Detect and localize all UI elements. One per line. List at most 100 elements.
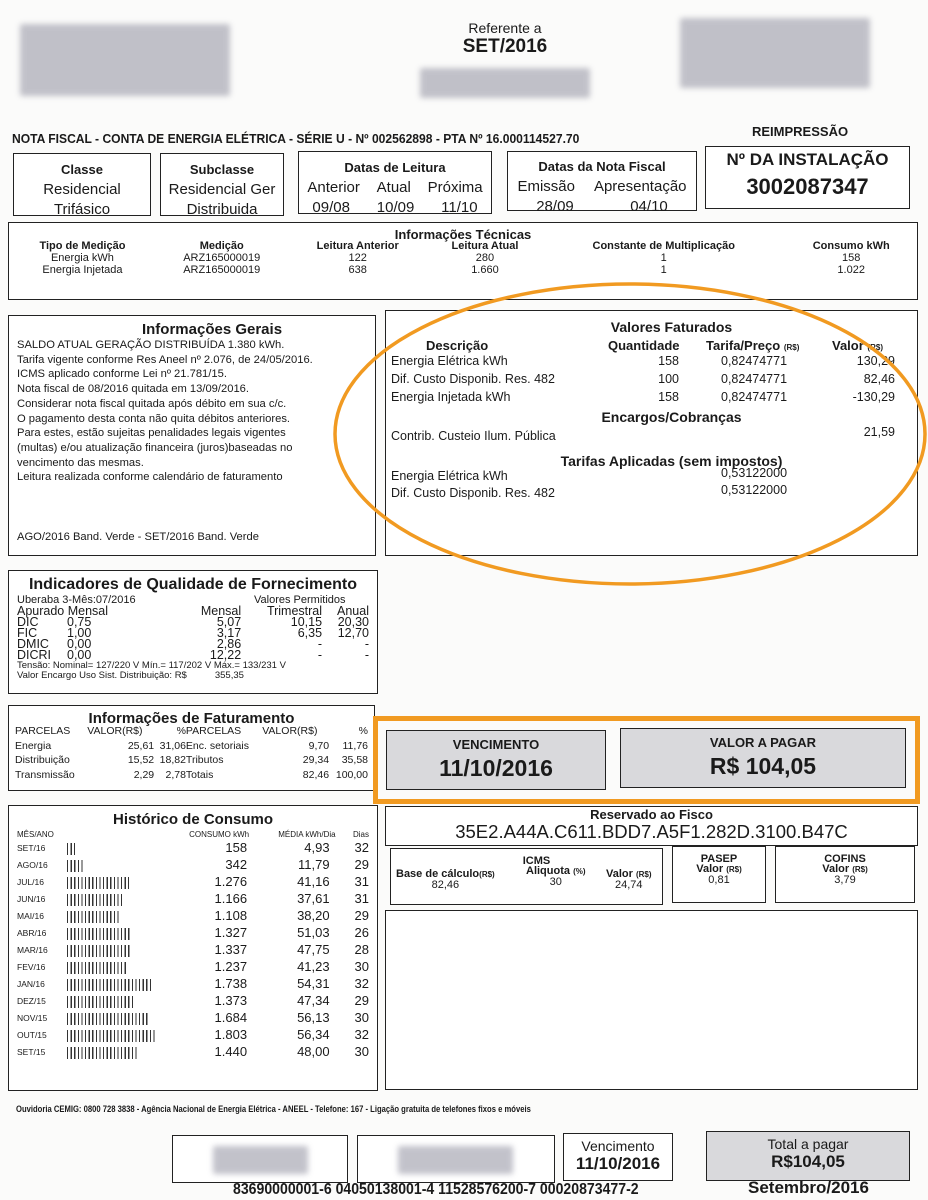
billing-header-row: PARCELAS VALOR(R$)% PARCELAS VALOR(R$)% [15, 724, 368, 739]
technical-cell: ARZ165000019 [183, 252, 261, 264]
history-month: AGO/16 [17, 859, 48, 870]
stub-due-label: Vencimento [581, 1138, 655, 1154]
consumption-bar [67, 1029, 155, 1042]
general-info-line: SALDO ATUAL GERAÇÃO DISTRIBUÍDA 1.380 kW… [17, 339, 285, 351]
reference-period: Referente a SET/2016 [400, 20, 610, 58]
consumption-bar [67, 961, 128, 974]
barcode-digits: 83690000001-6 04050138001-4 11528576200-… [233, 1181, 639, 1198]
billing-cell: 18,82 [159, 754, 186, 766]
amount-due-box: VALOR A PAGAR R$ 104,05 [620, 728, 906, 788]
history-media: 47,75 [297, 942, 330, 957]
billed-item-valor: -130,29 [852, 390, 895, 404]
history-dias: 32 [354, 840, 369, 855]
history-consumo: 1.373 [214, 993, 248, 1008]
billing-cell: 11,76 [342, 739, 369, 752]
technical-header: Constante de Multiplicação [592, 240, 735, 252]
history-bar-cell [67, 958, 167, 975]
billing-cell: Totais [185, 768, 214, 781]
general-info-line: vencimento das mesmas. [17, 456, 144, 469]
subclass-value: Residencial Ger [168, 181, 276, 198]
stub-redacted-1 [172, 1135, 348, 1183]
icms-valor-unit: (R$) [635, 870, 652, 879]
stub-total-box: Total a pagar R$104,05 [706, 1131, 910, 1181]
technical-cell: 1 [660, 252, 667, 264]
billed-item-valor: 130,29 [856, 354, 895, 368]
history-row: AGO/16 342 11,79 29 [17, 856, 369, 873]
quality-cell: 3,17 [216, 626, 242, 640]
billed-item-valor: 82,46 [863, 372, 895, 386]
debit-code-redacted [420, 68, 590, 98]
billing-cell: 29,34 [302, 754, 330, 766]
billing-header: % [176, 725, 186, 737]
history-dias: 32 [354, 1027, 369, 1042]
history-month: NOV/15 [17, 1012, 48, 1023]
technical-table: Tipo de Medição Medição Leitura Anterior Le… [9, 240, 917, 276]
header-tarifa: Tarifa/Preço (R$) [706, 338, 799, 353]
general-info-line: Considerar nota fiscal quitada após débi… [17, 397, 287, 410]
history-dias: 30 [354, 959, 369, 974]
technical-cell: ARZ165000019 [183, 264, 261, 276]
history-consumo: 1.327 [214, 925, 248, 940]
consumption-bar [67, 859, 84, 872]
billed-item-row: Dif. Custo Disponib. Res. 482 100 0,824747… [386, 372, 917, 390]
pasep-valor-unit: (R$) [726, 865, 742, 874]
general-info-title: Informações Gerais [141, 321, 283, 338]
consumption-bar [67, 978, 152, 991]
icms-base-unit: (R$) [479, 870, 495, 879]
technical-header: Leitura Atual [451, 240, 519, 252]
history-title: Histórico de Consumo [112, 811, 273, 828]
charge-value: 21,59 [863, 425, 895, 439]
quality-header-row: Apurado Mensal Mensal Trimestral Anual [17, 604, 369, 618]
consumption-bar [67, 995, 134, 1008]
history-header-month: MÊS/ANO [17, 830, 54, 839]
technical-header: Consumo kWh [812, 240, 890, 252]
billed-item-desc: Energia Elétrica kWh [391, 354, 508, 368]
quality-cell: DICRI [17, 648, 52, 662]
history-bar-cell [67, 1009, 167, 1026]
quality-col-header: Trimestral [266, 604, 323, 618]
quality-permitted-label: Valores Permitidos [254, 594, 346, 606]
history-consumo: 158 [225, 840, 248, 855]
history-dias: 31 [354, 874, 369, 889]
icms-aliq-label: Aliquota [526, 865, 570, 877]
technical-cell: Energia Injetada [42, 264, 123, 276]
billing-info-title: Informações de Faturamento [88, 710, 295, 727]
blank-message-box [385, 910, 918, 1090]
billing-cell: 25,61 [127, 739, 155, 752]
history-bar-cell [67, 975, 167, 992]
header-valor: Valor (R$) [832, 338, 883, 353]
billed-values-box: Valores Faturados Descrição Quantidade T… [385, 310, 918, 556]
history-media: 56,13 [297, 1010, 330, 1025]
general-info-line: Tarifa vigente conforme Res Aneel nº 2.0… [17, 353, 313, 366]
history-media: 38,20 [297, 908, 330, 923]
history-dias: 31 [354, 891, 369, 906]
billing-info-box: Informações de Faturamento PARCELAS VALOR… [8, 705, 375, 791]
technical-cell: Energia kWh [50, 252, 114, 264]
installation-number: 3002087347 [746, 174, 869, 199]
history-row: SET/16 158 4,93 32 [17, 839, 369, 856]
reading-dates-label: Datas de Leitura [344, 160, 446, 175]
header-valor-label: Valor [832, 338, 864, 353]
quality-cell: 6,35 [297, 626, 323, 640]
history-header-consumo: CONSUMO kWh [189, 830, 250, 839]
billing-cell: Transmissão [15, 768, 75, 781]
cofins-value: 3,79 [834, 874, 856, 886]
quality-cell: 2,86 [216, 637, 242, 651]
tariff-desc: Energia Elétrica kWh [391, 469, 508, 483]
tariff-desc: Dif. Custo Disponib. Res. 482 [391, 486, 555, 500]
header-descricao: Descrição [426, 338, 489, 353]
general-info-line: ICMS aplicado conforme Lei nº 21.781/15. [17, 368, 227, 381]
header-tarifa-unit: (R$) [783, 343, 800, 352]
history-row: OUT/15 1.803 56,34 32 [17, 1026, 369, 1043]
general-info-line: O pagamento desta conta não quita débito… [17, 412, 291, 425]
history-consumo: 1.276 [214, 874, 248, 889]
history-dias: 29 [354, 908, 369, 923]
history-header-media: MÉDIA kWh/Dia [278, 830, 336, 839]
quality-cell: 12,70 [337, 626, 369, 640]
stub-redacted-2 [357, 1135, 555, 1183]
subclass-box: Subclasse Residencial Ger Distribuida [160, 153, 284, 218]
technical-row: Energia kWh ARZ165000019 122 280 1 158 [9, 252, 917, 264]
quality-title: Indicadores de Qualidade de Fornecimento [28, 576, 358, 593]
billed-item-desc: Energia Injetada kWh [391, 390, 511, 404]
icms-box: ICMS Base de cálculo(R$) 82,46 Aliquota (… [390, 848, 663, 905]
